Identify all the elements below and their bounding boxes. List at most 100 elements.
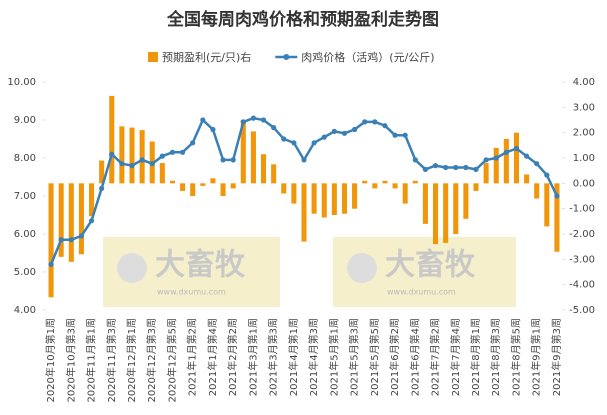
x-tick-label: 2020年11月第3周 [105,318,118,403]
bar [250,131,256,184]
x-tick-label: 2021年8月第1周 [469,318,482,396]
bar [230,183,236,189]
bar [220,183,226,196]
x-tick-label: 2020年12月第3周 [145,318,158,403]
bar [200,183,206,186]
bar [48,183,54,298]
legend-label: 预期盈利(元/只)右 [162,50,251,64]
line-marker [301,157,307,163]
bar [524,174,530,184]
line-marker [190,140,196,146]
bar [412,180,418,184]
x-tick-label: 2021年5月第3周 [348,318,361,396]
line-marker [392,132,398,138]
y2-tick-label: 3.00 [573,102,595,113]
bar [271,164,277,184]
line-marker [149,161,155,167]
bar [58,183,64,257]
x-tick-label: 2020年11月第1周 [85,318,98,403]
x-tick-label: 2021年9月第1周 [530,318,543,396]
legend-label: 肉鸡价格（活鸡）(元/公斤) [301,50,434,64]
line-marker [544,172,550,178]
watermark-text: 大畜牧 [385,248,476,283]
bar [159,163,165,184]
line-marker [432,163,439,169]
line-marker [220,157,226,163]
line-marker [382,123,388,129]
bar [402,183,408,204]
y-tick-label: 10.00 [7,77,36,88]
line-marker [230,157,236,163]
line-marker [341,130,348,136]
line-marker [169,149,176,155]
line-marker [493,155,499,161]
bar [392,183,398,189]
x-tick-label: 2020年12月第1周 [125,318,138,403]
bar [534,183,540,199]
bar [341,183,347,214]
line-marker [503,149,509,155]
bar [372,183,378,189]
bar [493,147,499,184]
bar [331,183,337,215]
y-tick-label: 5.00 [14,267,36,278]
bar [544,183,550,227]
y2-tick-label: -1.00 [569,204,595,215]
line-marker [412,157,418,163]
bar [311,183,317,214]
legend-swatch [148,52,158,62]
line-marker [351,126,358,133]
x-tick-label: 2021年2月第2周 [226,318,239,396]
x-tick-label: 2020年10月第3周 [64,318,77,403]
bar [503,139,509,184]
legend-swatch [283,54,290,60]
line-marker [331,128,337,134]
line-marker [200,117,206,123]
bar [453,183,459,234]
y2-tick-label: -2.00 [569,229,595,240]
y-tick-label: 7.00 [14,191,36,202]
x-tick-label: 2021年1月第2周 [186,318,199,396]
line-marker [88,218,95,224]
line-marker [129,163,135,169]
x-tick-label: 2021年1月第4周 [206,318,219,396]
legend: 预期盈利(元/只)右 肉鸡价格（活鸡）(元/公斤) [148,50,435,64]
x-tick-label: 2020年10月第1周 [44,318,57,403]
x-tick-label: 2021年7月第2周 [429,318,442,396]
x-tick-label: 2021年6月第2周 [388,318,401,396]
bar [89,183,95,217]
x-tick-label: 2021年4月第1周 [287,318,300,396]
x-tick-label: 2021年3月第1周 [246,318,259,396]
line-marker [139,157,145,163]
bar [169,180,175,184]
bar [382,180,388,184]
line-marker [362,119,368,125]
bar [240,120,246,184]
bar [109,95,115,184]
y-tick-label: 8.00 [14,153,36,164]
line-marker [119,161,125,167]
bar [291,183,297,204]
bar [139,130,145,184]
line-marker [453,164,459,171]
bar [129,127,135,184]
line-marker [281,136,287,142]
line-marker [402,132,408,138]
line-marker [422,166,429,172]
watermark-text: 大畜牧 [155,248,246,283]
watermark-url: www.dxumu.com [157,288,226,297]
bar [78,183,84,255]
x-tick-label: 2021年8月第5周 [509,318,522,396]
line-marker [271,125,277,131]
y-tick-label: 9.00 [14,115,36,126]
bar [190,183,196,196]
y2-tick-label: 4.00 [573,77,595,88]
line-marker [159,153,165,159]
line-marker [291,140,297,146]
y2-tick-label: 1.00 [573,153,595,164]
x-tick-label: 2021年3月第3周 [267,318,280,396]
line-marker [99,185,105,191]
line-marker [58,237,64,243]
watermark-url: www.dxumu.com [387,288,456,297]
bar [281,183,287,194]
